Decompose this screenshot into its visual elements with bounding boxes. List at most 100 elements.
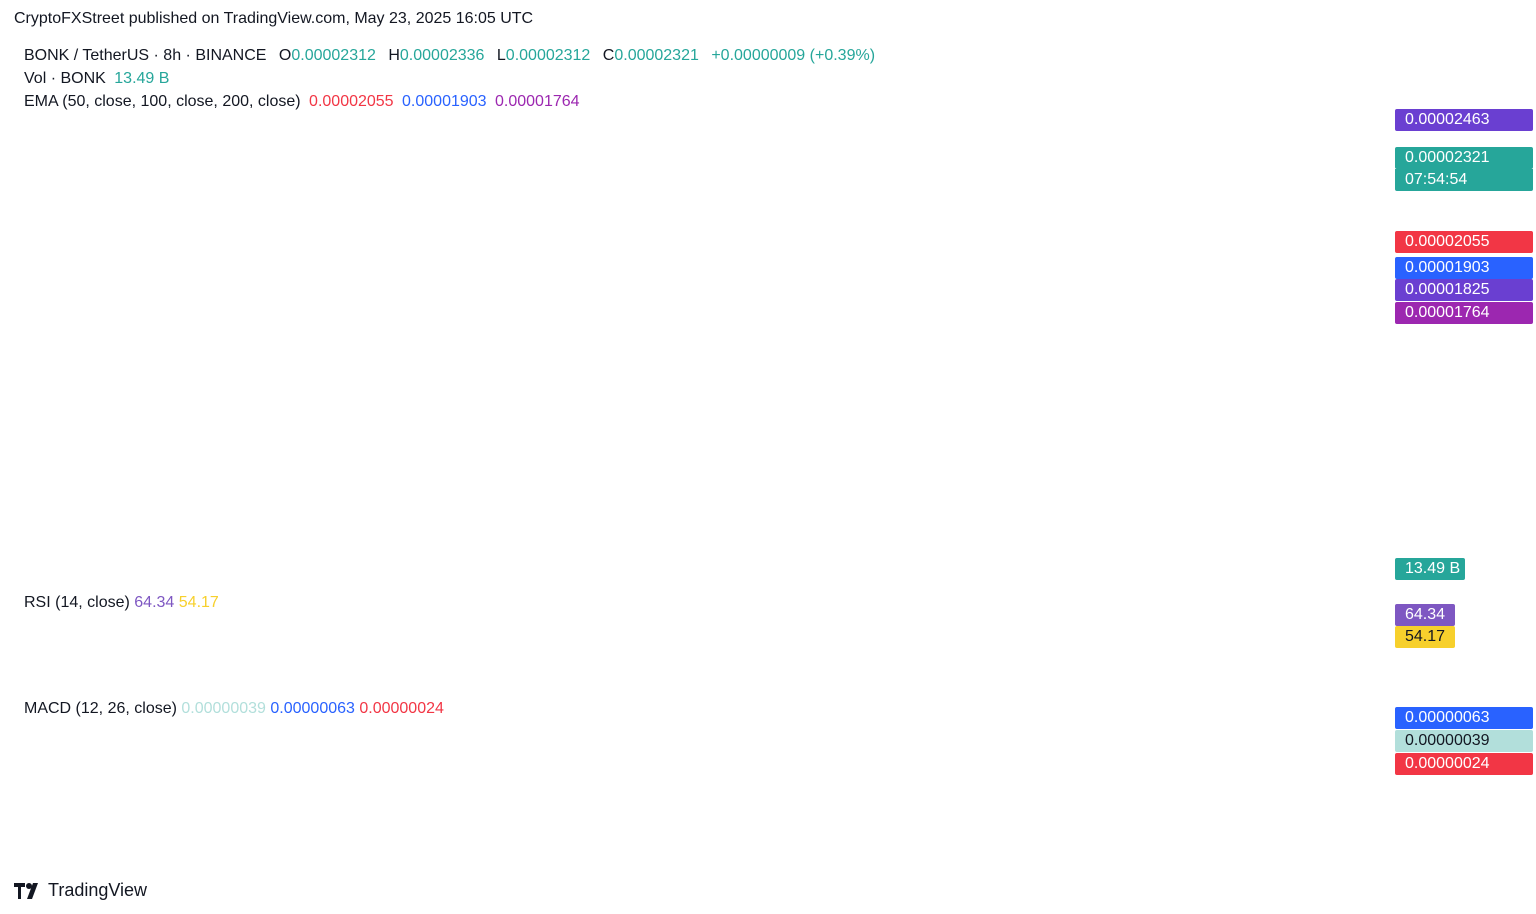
candle-body — [1071, 120, 1074, 158]
candle-body — [711, 513, 714, 518]
volume-bar — [999, 542, 1002, 580]
volume-bar — [940, 550, 944, 580]
volume-bar — [909, 542, 913, 580]
macd-hist-bar — [119, 749, 122, 752]
macd-hist-bar — [689, 750, 692, 752]
macd-hist-bar — [686, 748, 689, 752]
candle-body — [727, 510, 730, 512]
candle-body — [169, 292, 172, 305]
candle-body — [1030, 249, 1034, 263]
macd-hist-bar — [181, 752, 184, 754]
candle-body — [1033, 223, 1037, 250]
macd-hist-bar — [240, 752, 243, 753]
macd-hist-bar — [649, 752, 652, 756]
volume-label[interactable]: Vol · BONK — [24, 70, 106, 87]
candle-body — [742, 461, 745, 481]
volume-bar — [866, 549, 869, 580]
candle-body — [615, 414, 618, 436]
macd-value: 0.00000063 — [270, 700, 355, 717]
volume-bar — [1074, 552, 1077, 580]
macd-hist-bar — [451, 752, 454, 753]
volume-bar — [63, 551, 66, 580]
volume-bar — [426, 550, 429, 580]
macd-label[interactable]: MACD (12, 26, close) — [24, 700, 177, 717]
macd-hist-bar — [370, 751, 373, 753]
volume-bar — [897, 568, 900, 580]
volume-bar — [665, 548, 668, 580]
macd-hist-bar — [581, 744, 584, 752]
volume-bar — [240, 564, 243, 580]
volume-legend: Vol · BONK 13.49 B — [24, 70, 173, 88]
candle-body — [885, 362, 888, 387]
volume-bar — [1173, 570, 1176, 580]
volume-bar — [652, 562, 655, 580]
volume-bar — [568, 558, 572, 580]
macd-hist-bar — [764, 739, 767, 752]
macd-hist-bar — [404, 752, 407, 753]
volume-bar — [79, 543, 82, 580]
symbol-name[interactable]: BONK / TetherUS · 8h · BINANCE — [24, 47, 267, 64]
candle-body — [147, 283, 150, 286]
candle-body — [441, 463, 445, 480]
price-axis-label: 0.00002463 — [1395, 109, 1533, 131]
volume-bar — [206, 563, 209, 580]
volume-bar — [925, 566, 928, 580]
candle-body — [959, 256, 962, 266]
macd-hist-bar — [931, 749, 934, 752]
macd-hist-bar — [131, 749, 134, 752]
volume-bar — [720, 566, 723, 580]
tradingview-logo-icon — [14, 882, 38, 899]
macd-hist-bar — [293, 752, 296, 756]
candle-body — [420, 436, 423, 439]
macd-hist-bar — [339, 746, 342, 752]
macd-hist-bar — [1148, 748, 1151, 752]
candle-body — [621, 418, 624, 429]
candle-body — [968, 261, 972, 288]
candle-body — [789, 412, 792, 418]
macd-hist-bar — [1015, 750, 1018, 752]
ema-label[interactable]: EMA (50, close, 100, close, 200, close) — [24, 93, 301, 110]
macd-hist-bar — [1142, 752, 1145, 754]
macd-hist-bar — [820, 752, 823, 754]
volume-bar — [550, 559, 553, 580]
macd-hist-bar — [286, 752, 289, 755]
candle-body — [159, 272, 162, 296]
candle-body — [54, 270, 57, 277]
macd-hist-bar — [1108, 752, 1111, 760]
macd-hist-bar — [627, 752, 630, 756]
volume-bar — [351, 553, 355, 580]
candle-body — [333, 388, 336, 399]
volume-bar — [717, 543, 720, 580]
candle-body — [271, 352, 274, 358]
close-label: C — [602, 47, 615, 64]
candle-body — [940, 246, 944, 261]
candle-body — [1009, 301, 1012, 316]
candle-body — [448, 467, 451, 469]
volume-bar — [181, 556, 184, 580]
volume-bar — [327, 569, 330, 580]
candle-body — [575, 432, 578, 435]
candle-body — [482, 501, 485, 504]
macd-hist-bar — [857, 748, 860, 752]
candle-body — [857, 434, 860, 448]
macd-hist-bar — [751, 741, 754, 752]
candle-body — [26, 250, 29, 258]
volume-bar — [522, 557, 525, 580]
macd-hist-bar — [237, 752, 240, 753]
candle-body — [568, 445, 572, 450]
volume-bar — [141, 568, 144, 580]
rsi-label[interactable]: RSI (14, close) — [24, 594, 130, 611]
volume-bar — [1009, 548, 1012, 580]
volume-bar — [134, 559, 138, 580]
volume-bar — [745, 565, 748, 580]
volume-bar — [832, 554, 835, 580]
macd-hist-bar — [395, 752, 398, 756]
candle-body — [38, 281, 42, 283]
macd-hist-bar — [317, 748, 320, 752]
volume-bar — [556, 563, 559, 580]
macd-hist-bar — [333, 746, 336, 752]
tradingview-footer[interactable]: TradingView — [14, 880, 147, 901]
volume-bar — [776, 551, 779, 580]
volume-bar — [1055, 560, 1058, 580]
